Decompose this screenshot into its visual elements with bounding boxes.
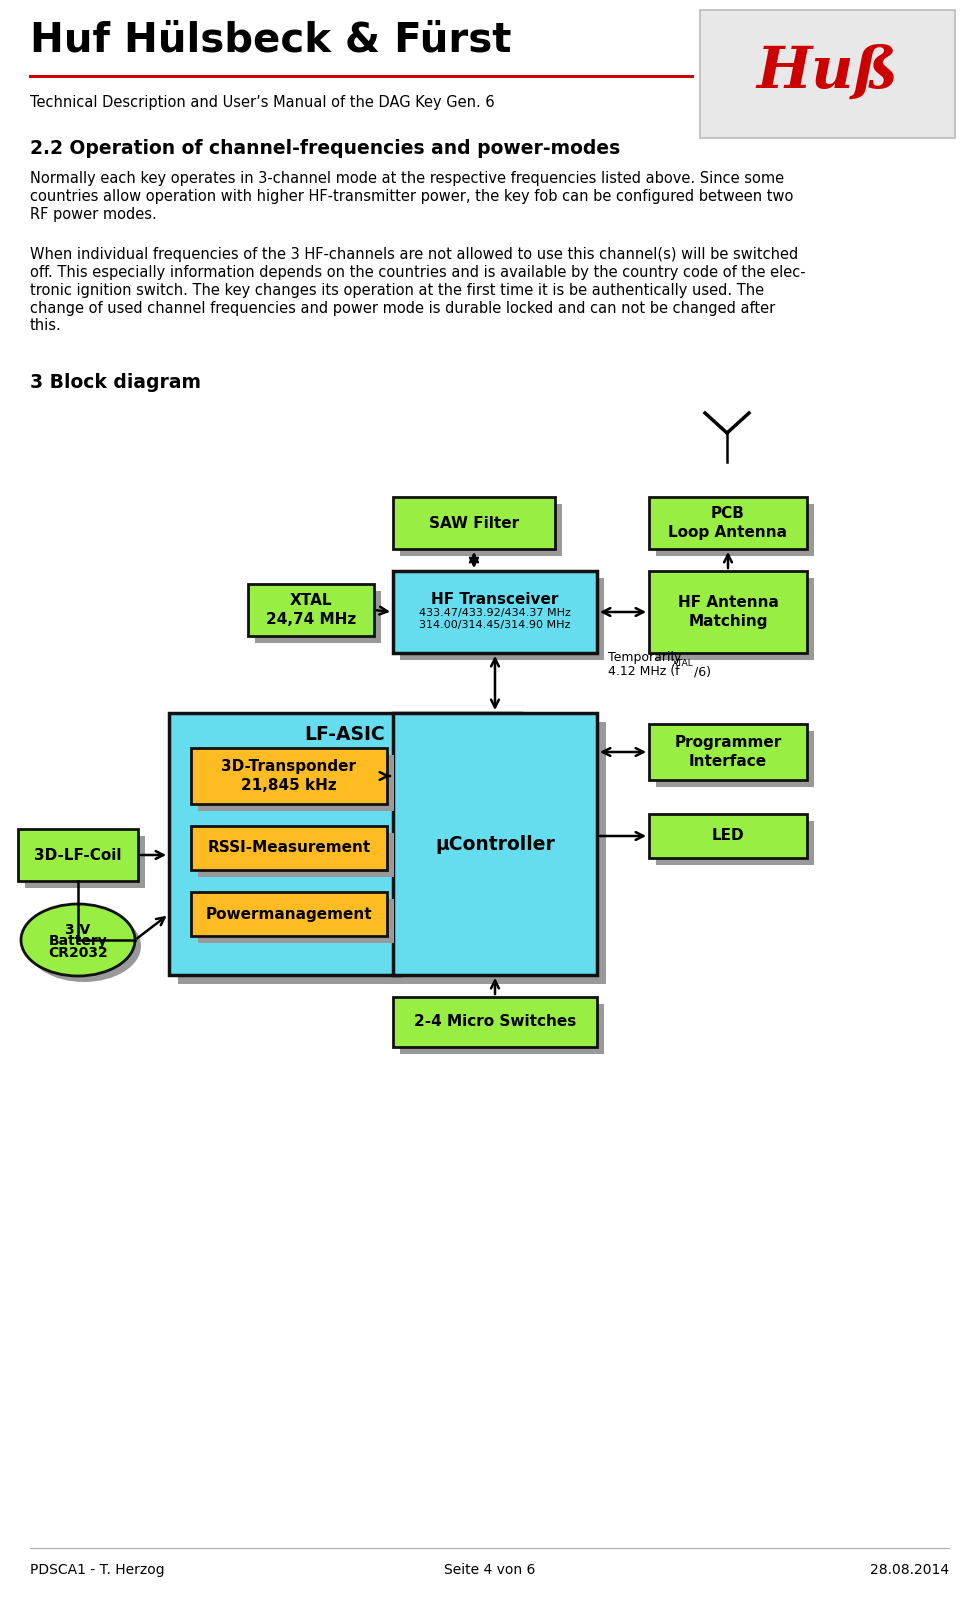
Text: 3D-Transponder
21,845 kHz: 3D-Transponder 21,845 kHz <box>221 759 356 793</box>
Text: When individual frequencies of the 3 HF-channels are not allowed to use this cha: When individual frequencies of the 3 HF-… <box>30 246 797 262</box>
Text: LF-ASIC: LF-ASIC <box>304 725 385 745</box>
Text: HF Antenna
Matching: HF Antenna Matching <box>677 594 778 628</box>
FancyBboxPatch shape <box>25 836 145 888</box>
Text: SAW Filter: SAW Filter <box>428 516 518 531</box>
FancyBboxPatch shape <box>254 591 380 642</box>
Text: Huß: Huß <box>755 43 897 101</box>
Text: countries allow operation with higher HF-transmitter power, the key fob can be c: countries allow operation with higher HF… <box>30 189 792 203</box>
FancyBboxPatch shape <box>648 497 806 550</box>
Text: Battery: Battery <box>49 933 108 948</box>
FancyBboxPatch shape <box>392 713 597 975</box>
FancyBboxPatch shape <box>648 570 806 654</box>
FancyBboxPatch shape <box>392 997 597 1047</box>
FancyBboxPatch shape <box>648 813 806 858</box>
Text: Seite 4 von 6: Seite 4 von 6 <box>443 1563 535 1577</box>
Text: Temporarily: Temporarily <box>607 650 681 663</box>
Text: Normally each key operates in 3-channel mode at the respective frequencies liste: Normally each key operates in 3-channel … <box>30 171 783 185</box>
FancyBboxPatch shape <box>392 497 555 550</box>
Text: 3 V: 3 V <box>66 924 91 936</box>
Text: RF power modes.: RF power modes. <box>30 206 156 222</box>
FancyBboxPatch shape <box>18 829 138 880</box>
Text: 3D-LF-Coil: 3D-LF-Coil <box>34 847 121 863</box>
FancyBboxPatch shape <box>169 713 520 975</box>
Text: change of used channel frequencies and power mode is durable locked and can not : change of used channel frequencies and p… <box>30 300 775 315</box>
Text: 314.00/314.45/314.90 MHz: 314.00/314.45/314.90 MHz <box>419 620 570 630</box>
Text: Technical Description and User’s Manual of the DAG Key Gen. 6: Technical Description and User’s Manual … <box>30 94 494 110</box>
Text: XTAL: XTAL <box>671 658 693 668</box>
Text: PCB
Loop Antenna: PCB Loop Antenna <box>668 507 786 540</box>
FancyBboxPatch shape <box>655 821 813 865</box>
Text: LED: LED <box>711 828 743 844</box>
FancyBboxPatch shape <box>655 503 813 556</box>
FancyBboxPatch shape <box>178 722 529 984</box>
Text: 2.2 Operation of channel-frequencies and power-modes: 2.2 Operation of channel-frequencies and… <box>30 139 620 158</box>
Text: Powermanagement: Powermanagement <box>205 906 372 922</box>
Text: μController: μController <box>434 834 555 853</box>
Text: HF Transceiver: HF Transceiver <box>431 591 558 607</box>
Text: 433.47/433.92/434.37 MHz: 433.47/433.92/434.37 MHz <box>419 607 570 618</box>
Text: Huf Hülsbeck & Fürst: Huf Hülsbeck & Fürst <box>30 21 511 61</box>
FancyBboxPatch shape <box>191 826 386 869</box>
Text: this.: this. <box>30 318 62 334</box>
FancyBboxPatch shape <box>198 900 393 943</box>
Text: 3 Block diagram: 3 Block diagram <box>30 372 200 392</box>
FancyBboxPatch shape <box>198 833 393 877</box>
FancyBboxPatch shape <box>191 892 386 936</box>
Text: off. This especially information depends on the countries and is available by th: off. This especially information depends… <box>30 265 805 280</box>
FancyBboxPatch shape <box>247 583 374 636</box>
FancyBboxPatch shape <box>392 570 597 654</box>
FancyBboxPatch shape <box>400 503 561 556</box>
Text: XTAL
24,74 MHz: XTAL 24,74 MHz <box>266 593 356 626</box>
FancyBboxPatch shape <box>402 722 605 984</box>
Text: RSSI-Measurement: RSSI-Measurement <box>207 841 371 855</box>
FancyBboxPatch shape <box>198 754 393 812</box>
Text: CR2032: CR2032 <box>48 946 108 960</box>
FancyBboxPatch shape <box>191 748 386 804</box>
Text: 2-4 Micro Switches: 2-4 Micro Switches <box>414 1015 575 1029</box>
Text: 28.08.2014: 28.08.2014 <box>869 1563 948 1577</box>
FancyBboxPatch shape <box>648 724 806 780</box>
FancyBboxPatch shape <box>655 578 813 660</box>
Text: tronic ignition switch. The key changes its operation at the first time it is be: tronic ignition switch. The key changes … <box>30 283 764 297</box>
Text: PDSCA1 - T. Herzog: PDSCA1 - T. Herzog <box>30 1563 164 1577</box>
Ellipse shape <box>21 904 135 976</box>
FancyBboxPatch shape <box>655 730 813 786</box>
Text: /6): /6) <box>693 665 710 679</box>
Ellipse shape <box>27 909 141 983</box>
FancyBboxPatch shape <box>400 578 603 660</box>
FancyBboxPatch shape <box>400 1004 603 1055</box>
FancyBboxPatch shape <box>699 10 954 137</box>
Text: Programmer
Interface: Programmer Interface <box>674 735 780 769</box>
Text: 4.12 MHz (f: 4.12 MHz (f <box>607 665 679 679</box>
